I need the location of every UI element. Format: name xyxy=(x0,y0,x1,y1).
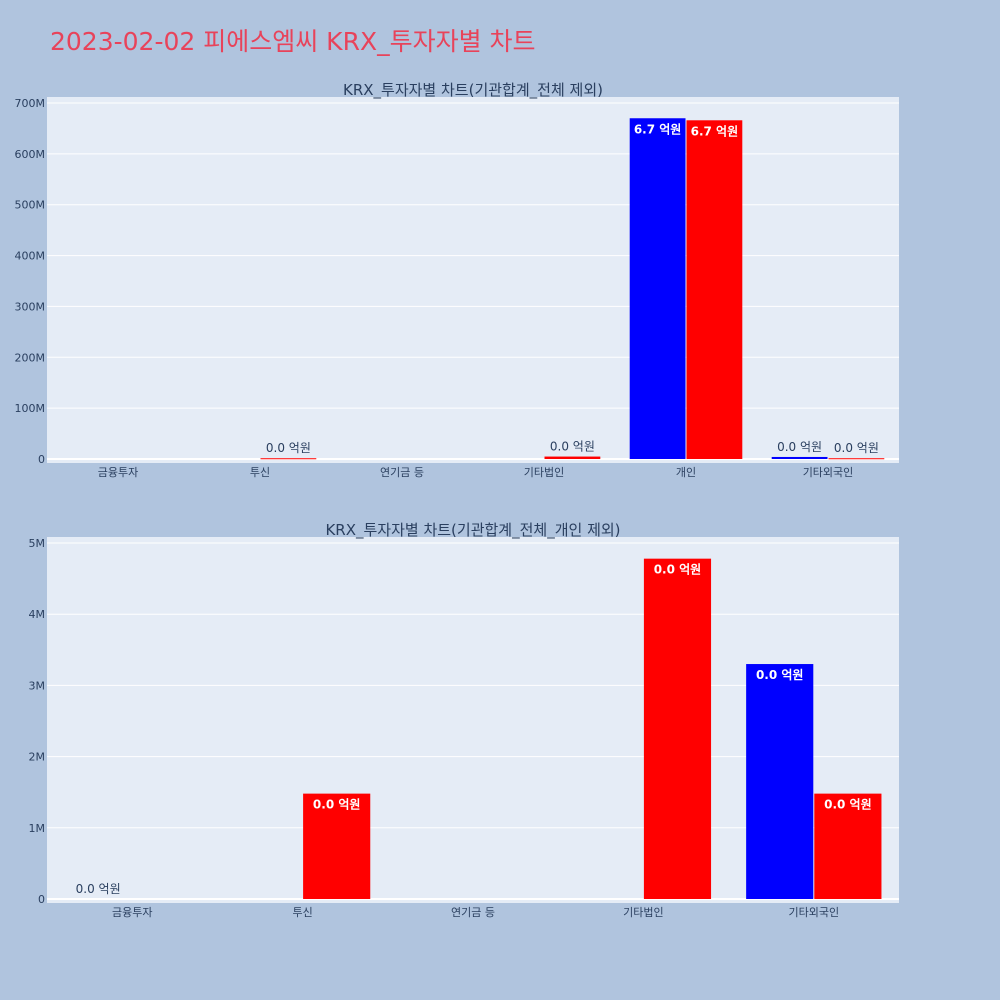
bar-data-label: 0.0 억원 xyxy=(313,798,361,812)
bar-data-label: 0.0 억원 xyxy=(777,440,822,454)
bar xyxy=(686,120,743,459)
chart-title: KRX_투자자별 차트(기관합계_전체_개인 제외) xyxy=(325,521,620,540)
x-tick-label: 기타법인 xyxy=(623,906,663,919)
bar-data-label: 6.7 억원 xyxy=(634,122,682,136)
x-tick-label: 기타외국인 xyxy=(803,466,854,479)
page-title: 2023-02-02 피에스엠씨 KRX_투자자별 차트 xyxy=(50,27,536,56)
bar-data-label: 0.0 억원 xyxy=(756,668,804,682)
bar xyxy=(544,456,601,459)
x-tick-label: 연기금 등 xyxy=(380,466,424,479)
y-tick-label: 700M xyxy=(15,97,46,110)
x-tick-label: 금융투자 xyxy=(98,466,138,479)
y-tick-label: 0 xyxy=(38,893,45,906)
bar-data-label: 0.0 억원 xyxy=(654,563,702,577)
bar-data-label: 6.7 억원 xyxy=(691,124,739,138)
bottom-investor-bar-chart: 0 1M 2M 3M 4M 5M KRX_투자자별 차트(기관합계_전체_개인 제외) 금융투… xyxy=(29,521,899,919)
x-tick-label: 연기금 등 xyxy=(451,906,495,919)
chart-title: KRX_투자자별 차트(기관합계_전체 제외) xyxy=(343,81,603,100)
bar-data-label: 0.0 억원 xyxy=(266,441,311,455)
x-tick-label: 투신 xyxy=(250,466,270,479)
bar xyxy=(828,458,885,460)
y-tick-label: 4M xyxy=(29,608,46,621)
bar xyxy=(643,558,712,899)
x-tick-label: 금융투자 xyxy=(112,906,152,919)
y-tick-label: 500M xyxy=(15,199,46,212)
y-tick-label: 300M xyxy=(15,300,46,313)
y-tick-label: 5M xyxy=(29,537,46,550)
top-investor-bar-chart: 0 100M 200M 300M 400M 500M 600M 700M KRX_투자자별 차트… xyxy=(15,81,899,479)
y-tick-label: 1M xyxy=(29,822,46,835)
y-tick-label: 0 xyxy=(38,453,45,466)
bar xyxy=(629,118,686,459)
bar-data-label: 0.0 억원 xyxy=(834,441,879,455)
y-tick-label: 100M xyxy=(15,402,46,415)
bar xyxy=(303,793,371,899)
plot-area xyxy=(47,97,899,463)
x-tick-label: 투신 xyxy=(292,906,312,919)
y-tick-label: 400M xyxy=(15,250,46,263)
y-tick-label: 200M xyxy=(15,351,46,364)
bar xyxy=(814,793,882,899)
x-tick-label: 개인 xyxy=(676,466,696,479)
bar-data-label: 0.0 억원 xyxy=(76,882,121,896)
x-tick-label: 기타외국인 xyxy=(788,906,839,919)
bar xyxy=(746,664,814,899)
y-tick-label: 600M xyxy=(15,148,46,161)
bar xyxy=(260,458,317,460)
bar xyxy=(771,456,828,459)
x-tick-label: 기타법인 xyxy=(524,466,564,479)
bar-data-label: 0.0 억원 xyxy=(550,440,595,454)
y-tick-label: 2M xyxy=(29,751,46,764)
bar-data-label: 0.0 억원 xyxy=(824,798,872,812)
y-tick-label: 3M xyxy=(29,679,46,692)
